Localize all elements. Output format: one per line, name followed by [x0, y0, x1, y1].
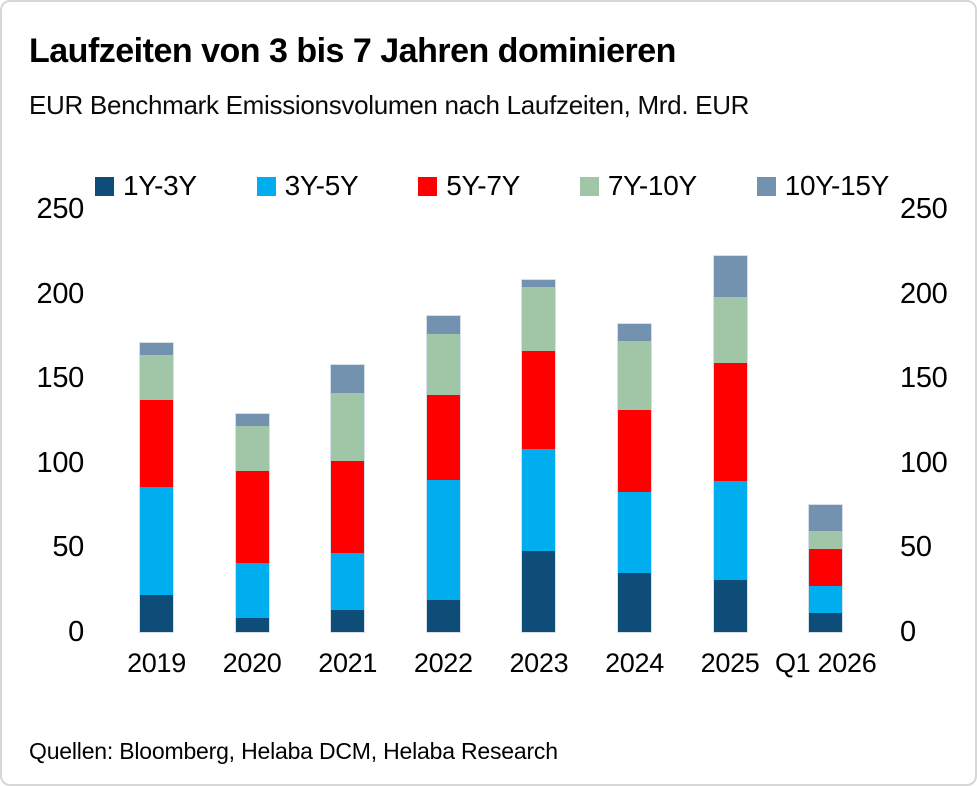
bar-segment-7y-10y: [426, 334, 460, 396]
bar-segment-5y-7y: [713, 363, 747, 482]
bar-2025: [713, 256, 747, 632]
bar-segment-5y-7y: [809, 549, 843, 587]
bar-segment-7y-10y: [522, 286, 556, 352]
bar-segment-1y-3y: [426, 599, 460, 632]
bar-segment-5y-7y: [522, 351, 556, 450]
legend-swatch-icon: [418, 176, 438, 196]
bar-segment-1y-3y: [235, 618, 269, 632]
y-axis-tick-left-150: 150: [36, 362, 85, 395]
legend-item-3y-5y: 3Y-5Y: [256, 170, 359, 202]
x-axis-label-2025: 2025: [700, 648, 760, 678]
bar-2019: [140, 342, 173, 632]
bar-q1-2026: [809, 505, 843, 632]
bar-2023: [522, 280, 556, 632]
y-axis-tick-right-0: 0: [900, 616, 916, 648]
legend-label: 5Y-7Y: [446, 170, 520, 201]
bar-segment-3y-5y: [713, 481, 747, 580]
bar-segment-1y-3y: [713, 579, 747, 632]
bar-segment-7y-10y: [140, 354, 173, 401]
legend-item-5y-7y: 5Y-7Y: [418, 170, 520, 202]
bar-segment-1y-3y: [331, 610, 365, 632]
bar-segment-1y-3y: [809, 613, 843, 632]
plot-area: [2, 209, 975, 632]
bar-segment-10y-15y: [618, 324, 651, 342]
bar-segment-10y-15y: [522, 280, 556, 287]
bar-segment-3y-5y: [522, 449, 556, 551]
bar-segment-7y-10y: [331, 393, 365, 462]
chart-title: Laufzeiten von 3 bis 7 Jahren dominieren: [29, 32, 676, 70]
y-axis-tick-left-250: 250: [36, 193, 85, 225]
x-axis-label-q1-2026: Q1 2026: [774, 648, 877, 678]
y-axis-tick-left-100: 100: [36, 446, 85, 479]
bar-segment-10y-15y: [235, 413, 269, 426]
bar-segment-1y-3y: [522, 550, 556, 632]
bar-segment-5y-7y: [235, 471, 269, 563]
y-axis-tick-right-250: 250: [900, 193, 948, 225]
legend-swatch-icon: [95, 176, 114, 196]
bar-2020: [235, 413, 269, 632]
legend-label: 7Y-10Y: [607, 170, 697, 201]
y-axis-tick-right-100: 100: [900, 446, 948, 479]
bar-segment-5y-7y: [331, 461, 365, 553]
legend-item-7y-10y: 7Y-10Y: [579, 170, 697, 202]
legend-swatch-icon: [256, 176, 276, 196]
bar-segment-10y-15y: [713, 256, 747, 298]
bar-segment-7y-10y: [809, 530, 843, 550]
bar-segment-5y-7y: [426, 395, 460, 480]
bar-segment-10y-15y: [809, 505, 843, 531]
y-axis-tick-right-200: 200: [900, 277, 948, 310]
source-note: Quellen: Bloomberg, Helaba DCM, Helaba R…: [29, 738, 558, 764]
x-axis-label-2020: 2020: [222, 648, 282, 678]
y-axis-tick-left-50: 50: [52, 531, 84, 564]
bar-segment-3y-5y: [331, 552, 365, 611]
bar-segment-3y-5y: [618, 491, 651, 573]
x-axis-label-2022: 2022: [413, 648, 473, 678]
legend-swatch-icon: [756, 176, 776, 196]
y-axis-tick-right-50: 50: [900, 531, 932, 564]
bar-segment-7y-10y: [618, 341, 651, 411]
x-axis-label-2023: 2023: [509, 648, 569, 678]
bar-segment-7y-10y: [235, 425, 269, 472]
bar-segment-5y-7y: [618, 410, 651, 492]
bar-segment-3y-5y: [426, 479, 460, 600]
bar-segment-3y-5y: [235, 562, 269, 619]
bar-segment-10y-15y: [140, 342, 173, 355]
legend-label: 3Y-5Y: [284, 170, 359, 201]
bar-segment-1y-3y: [618, 572, 651, 632]
x-axis-label-2021: 2021: [318, 648, 378, 678]
x-axis-label-2019: 2019: [127, 648, 186, 678]
legend-item-1y-3y: 1Y-3Y: [95, 170, 197, 202]
bar-segment-5y-7y: [140, 400, 173, 487]
bar-segment-10y-15y: [331, 364, 365, 394]
bar-segment-7y-10y: [713, 297, 747, 364]
chart-legend: 1Y-3Y 3Y-5Y 5Y-7Y 7Y-10Y 10Y-15Y: [95, 168, 889, 204]
bar-segment-10y-15y: [426, 315, 460, 335]
legend-label: 1Y-3Y: [123, 170, 197, 201]
y-axis-tick-left-0: 0: [68, 616, 84, 648]
legend-swatch-icon: [579, 176, 599, 196]
legend-item-10y-15y: 10Y-15Y: [756, 170, 890, 202]
bar-2022: [426, 315, 460, 632]
bar-2021: [331, 364, 365, 632]
x-axis-label-2024: 2024: [605, 648, 664, 678]
bar-2024: [618, 324, 651, 632]
y-axis-tick-right-150: 150: [900, 362, 948, 395]
y-axis-tick-left-200: 200: [36, 277, 85, 310]
legend-label: 10Y-15Y: [784, 170, 890, 201]
bar-segment-3y-5y: [809, 586, 843, 614]
bar-segment-3y-5y: [140, 486, 173, 595]
chart-subtitle: EUR Benchmark Emissionsvolumen nach Lauf…: [29, 90, 750, 120]
bar-segment-1y-3y: [140, 594, 173, 632]
